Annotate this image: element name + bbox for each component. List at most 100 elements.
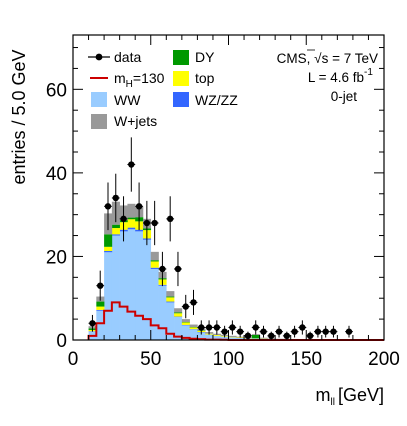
bar-ww-18 — [228, 337, 237, 340]
bar-w-jets-22 — [259, 337, 268, 339]
bar-wz-zz-3 — [111, 234, 120, 236]
bar-w-jets-11 — [174, 308, 183, 313]
legend-wzzz-swatch — [173, 92, 189, 107]
x-tick-label-200: 200 — [368, 349, 400, 370]
bar-ww-4 — [119, 231, 128, 340]
data-point-12 — [182, 303, 189, 310]
data-point-16 — [213, 324, 221, 331]
bar-w-jets-8 — [150, 251, 159, 261]
info-lumi-sup: -1 — [364, 67, 373, 78]
bar-w-jets-5 — [127, 203, 136, 218]
data-point-32 — [345, 328, 353, 335]
data-point-30 — [322, 328, 329, 335]
bar-ww-2 — [104, 252, 113, 340]
bar-wz-zz-6 — [135, 229, 144, 232]
bar-ww-10 — [166, 302, 175, 340]
legend-item-dy: DY — [173, 49, 215, 65]
data-point-19 — [236, 328, 244, 335]
bar-top-16 — [212, 334, 222, 336]
x-tick-label-50: 50 — [140, 349, 161, 370]
data-point-3 — [112, 194, 119, 202]
data-point-9 — [159, 265, 166, 273]
stack-layer — [88, 201, 385, 340]
bar-dy-8 — [150, 260, 159, 262]
bar-ww-9 — [158, 285, 167, 340]
info-lumi: L = 4.6 fb — [308, 70, 364, 85]
data-point-1 — [97, 282, 104, 289]
bar-top-13 — [189, 327, 198, 330]
legend-item-wjets: W+jets — [91, 113, 157, 129]
bar-ww-6 — [135, 231, 144, 340]
legend-item-signal: mH=130 — [90, 70, 165, 90]
data-point-17 — [221, 328, 228, 335]
legend-item-wzzz: WZ/ZZ — [173, 92, 238, 108]
bar-top-11 — [174, 313, 183, 317]
data-point-11 — [174, 265, 182, 273]
data-point-0 — [89, 320, 96, 327]
legend-top-swatch — [173, 71, 189, 86]
data-point-7 — [143, 219, 151, 227]
bar-ww-8 — [150, 268, 159, 340]
y-tick-label-60: 60 — [46, 80, 67, 101]
x-tick-label-150: 150 — [290, 349, 322, 370]
data-point-13 — [190, 299, 197, 306]
data-point-27 — [299, 324, 306, 331]
data-point-24 — [275, 328, 283, 335]
bar-wz-zz-1 — [96, 309, 105, 311]
legend-label-data: data — [114, 49, 141, 65]
legend-label-signal: mH=130 — [114, 70, 165, 90]
x-tick-label-100: 100 — [213, 349, 245, 370]
data-point-29 — [314, 328, 322, 335]
bar-top-8 — [150, 261, 159, 268]
data-point-26 — [291, 328, 298, 335]
bar-w-jets-12 — [181, 319, 190, 323]
bar-w-jets-18 — [228, 335, 237, 338]
info-category: 0-jet — [331, 89, 358, 104]
info-box: CMS, √s = 7 TeV L = 4.6 fb -1 0-jet — [277, 49, 378, 104]
bar-top-12 — [181, 322, 190, 325]
bar-wz-zz-2 — [104, 251, 113, 253]
bar-ww-1 — [96, 310, 105, 340]
legend: data mH=130 WW W+jets DY top WZ/ZZ — [88, 49, 238, 129]
bar-ww-13 — [189, 329, 198, 340]
bar-ww-5 — [127, 229, 136, 340]
info-experiment: CMS, √s = 7 TeV — [277, 51, 378, 66]
data-point-31 — [330, 328, 337, 335]
data-point-14 — [198, 324, 205, 331]
bar-ww-17 — [220, 336, 229, 340]
legend-ww-swatch — [91, 92, 107, 107]
x-axis-title: mll [GeV] — [316, 385, 384, 408]
legend-wjets-swatch — [91, 114, 107, 129]
legend-item-top: top — [173, 70, 215, 86]
bar-ww-7 — [142, 239, 152, 340]
legend-label-top: top — [195, 70, 215, 86]
legend-label-wjets: W+jets — [114, 113, 157, 129]
legend-label-wzzz: WZ/ZZ — [195, 92, 238, 108]
data-point-5 — [128, 161, 135, 168]
bar-w-jets-10 — [166, 291, 175, 297]
bar-top-5 — [127, 219, 136, 228]
data-point-22 — [260, 328, 267, 335]
data-point-4 — [120, 215, 127, 223]
data-point-23 — [268, 332, 275, 340]
data-point-20 — [244, 332, 252, 340]
bar-ww-3 — [111, 235, 120, 340]
bar-ww-12 — [181, 325, 190, 340]
data-point-25 — [283, 332, 291, 340]
bar-wz-zz-5 — [127, 227, 136, 230]
bar-dy-1 — [96, 301, 105, 307]
legend-item-ww: WW — [91, 92, 141, 108]
bar-top-3 — [111, 228, 120, 235]
ticks: 0 50 100 150 200 0 20 40 60 — [46, 35, 400, 370]
data-point-10 — [166, 215, 174, 223]
bar-ww-16 — [212, 335, 222, 340]
bar-dy-11 — [174, 312, 183, 314]
bar-ww-15 — [205, 334, 214, 340]
data-point-8 — [151, 219, 158, 227]
y-tick-label-0: 0 — [56, 331, 67, 352]
data-point-15 — [205, 324, 213, 331]
legend-item-data: data — [88, 49, 141, 65]
bar-wz-zz-8 — [150, 267, 159, 269]
bar-dy-21 — [251, 334, 260, 339]
